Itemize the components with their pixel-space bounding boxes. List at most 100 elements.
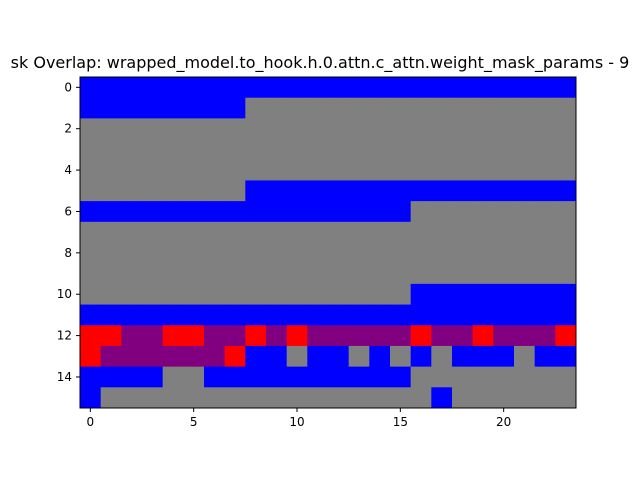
heatmap-cell bbox=[80, 118, 102, 140]
heatmap-cell bbox=[121, 180, 143, 202]
heatmap-cell bbox=[472, 366, 494, 388]
heatmap-cell bbox=[555, 180, 577, 202]
heatmap-cell bbox=[80, 221, 102, 243]
heatmap-cell bbox=[410, 159, 432, 181]
heatmap-cell bbox=[534, 387, 556, 409]
heatmap-cell bbox=[204, 118, 226, 140]
heatmap-cell bbox=[142, 325, 164, 347]
heatmap-cell bbox=[452, 139, 474, 161]
heatmap-cell bbox=[266, 159, 288, 181]
heatmap-cell bbox=[266, 325, 288, 347]
heatmap-cell bbox=[307, 139, 329, 161]
heatmap-cell bbox=[266, 221, 288, 243]
heatmap-cell bbox=[390, 139, 412, 161]
heatmap-cell bbox=[452, 325, 474, 347]
heatmap-cell bbox=[348, 345, 370, 368]
heatmap-cell bbox=[100, 283, 122, 305]
heatmap-cell bbox=[224, 242, 246, 264]
heatmap-cell bbox=[224, 180, 246, 202]
heatmap-cell bbox=[555, 345, 577, 368]
heatmap-cell bbox=[328, 159, 350, 181]
heatmap-cell bbox=[348, 118, 370, 140]
heatmap-cell bbox=[452, 159, 474, 181]
heatmap-cell bbox=[534, 263, 556, 285]
heatmap-cell bbox=[183, 97, 205, 119]
heatmap-cell bbox=[121, 118, 143, 140]
heatmap-cell bbox=[369, 242, 391, 264]
heatmap-cell bbox=[390, 304, 412, 326]
heatmap-cell bbox=[100, 242, 122, 264]
heatmap-cell bbox=[142, 387, 164, 409]
heatmap-cell bbox=[245, 118, 267, 140]
heatmap-cell bbox=[183, 201, 205, 223]
heatmap-cell bbox=[80, 283, 102, 305]
heatmap-cell bbox=[410, 201, 432, 223]
heatmap-cell bbox=[555, 159, 577, 181]
heatmap-cell bbox=[472, 221, 494, 243]
heatmap-cell bbox=[307, 325, 329, 347]
heatmap-cell bbox=[204, 366, 226, 388]
heatmap-cell bbox=[100, 77, 122, 99]
heatmap-cells bbox=[80, 77, 577, 409]
heatmap-cell bbox=[390, 77, 412, 99]
heatmap-cell bbox=[266, 263, 288, 285]
heatmap-cell bbox=[369, 345, 391, 368]
heatmap-cell bbox=[328, 77, 350, 99]
heatmap-cell bbox=[472, 325, 494, 347]
heatmap-cell bbox=[204, 159, 226, 181]
y-tick-label: 0 bbox=[64, 80, 72, 94]
y-tick-label: 2 bbox=[64, 122, 72, 136]
heatmap-cell bbox=[472, 118, 494, 140]
heatmap-cell bbox=[555, 97, 577, 119]
heatmap-cell bbox=[204, 263, 226, 285]
heatmap-cell bbox=[245, 263, 267, 285]
heatmap-cell bbox=[100, 366, 122, 388]
heatmap-cell bbox=[80, 97, 102, 119]
heatmap-cell bbox=[286, 366, 308, 388]
heatmap-cell bbox=[100, 345, 122, 368]
heatmap-cell bbox=[224, 304, 246, 326]
heatmap-cell bbox=[224, 139, 246, 161]
heatmap-cell bbox=[328, 180, 350, 202]
heatmap-cell bbox=[245, 345, 267, 368]
heatmap-cell bbox=[286, 283, 308, 305]
heatmap-cell bbox=[121, 159, 143, 181]
heatmap-cell bbox=[100, 139, 122, 161]
heatmap-cell bbox=[431, 283, 453, 305]
heatmap-cell bbox=[162, 283, 184, 305]
heatmap-cell bbox=[472, 159, 494, 181]
heatmap-cell bbox=[514, 221, 536, 243]
heatmap-cell bbox=[410, 283, 432, 305]
heatmap-cell bbox=[224, 387, 246, 409]
heatmap-cell bbox=[369, 325, 391, 347]
heatmap-cell bbox=[410, 387, 432, 409]
heatmap-cell bbox=[245, 242, 267, 264]
heatmap-cell bbox=[328, 97, 350, 119]
heatmap-cell bbox=[204, 387, 226, 409]
heatmap-cell bbox=[390, 283, 412, 305]
heatmap-cell bbox=[266, 201, 288, 223]
heatmap-cell bbox=[555, 242, 577, 264]
heatmap-cell bbox=[431, 304, 453, 326]
heatmap-cell bbox=[121, 201, 143, 223]
heatmap-cell bbox=[286, 242, 308, 264]
heatmap-cell bbox=[390, 366, 412, 388]
heatmap-cell bbox=[245, 221, 267, 243]
heatmap-cell bbox=[348, 77, 370, 99]
heatmap-cell bbox=[245, 77, 267, 99]
x-tick-label: 10 bbox=[289, 415, 304, 429]
heatmap-cell bbox=[142, 263, 164, 285]
heatmap-cell bbox=[142, 118, 164, 140]
heatmap-cell bbox=[390, 118, 412, 140]
heatmap-cell bbox=[493, 242, 515, 264]
heatmap-cell bbox=[348, 221, 370, 243]
heatmap-cell bbox=[121, 304, 143, 326]
heatmap-cell bbox=[307, 304, 329, 326]
heatmap-cell bbox=[204, 139, 226, 161]
heatmap-cell bbox=[534, 77, 556, 99]
heatmap-cell bbox=[100, 325, 122, 347]
plot-frame bbox=[79, 76, 577, 409]
heatmap-cell bbox=[224, 159, 246, 181]
heatmap-cell bbox=[369, 139, 391, 161]
heatmap-cell bbox=[410, 118, 432, 140]
